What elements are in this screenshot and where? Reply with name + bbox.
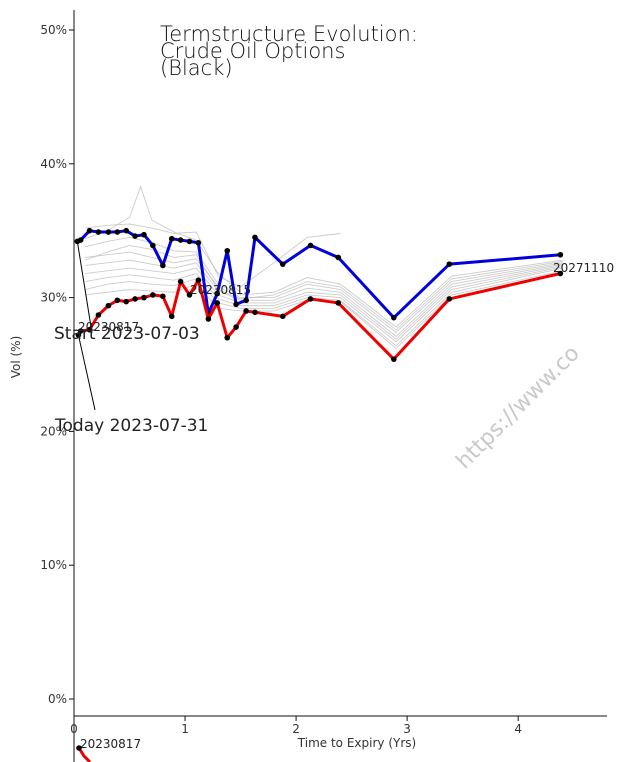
history-line-7 <box>85 223 341 288</box>
today-point <box>123 298 129 305</box>
x-tick-label: 2 <box>292 722 300 736</box>
start-point <box>132 233 138 239</box>
start-point <box>86 227 93 234</box>
y-tick-label: 40% <box>40 157 67 171</box>
contract-label: 20230817 <box>80 737 141 751</box>
title-line-1: Termstructure Evolution: <box>160 22 418 46</box>
today-point <box>279 313 286 320</box>
today-point <box>95 312 102 318</box>
x-tick-label: 4 <box>514 722 522 736</box>
contract-label: 20271110 <box>553 261 614 275</box>
start-leader <box>76 241 93 334</box>
today-annotation: Today 2023-07-31 <box>54 416 208 436</box>
today-point <box>105 302 112 309</box>
history-line-0 <box>84 236 563 328</box>
today-leader <box>77 334 96 411</box>
title-line-2: Crude Oil Options <box>160 39 346 63</box>
contract-label: 20230815 <box>190 283 251 297</box>
start-point <box>243 297 249 304</box>
today-point <box>205 316 212 322</box>
today-point <box>307 296 314 302</box>
start-point <box>224 247 231 254</box>
history-line-8 <box>85 270 563 350</box>
today-point <box>195 277 202 284</box>
start-point <box>195 239 202 246</box>
history-lines <box>84 185 563 350</box>
contract-label: 20230817 <box>78 320 139 334</box>
watermark: https://www.co <box>452 341 585 474</box>
start-point <box>114 229 121 235</box>
start-point <box>168 235 175 242</box>
series-lines <box>74 227 564 362</box>
today-point <box>335 300 342 306</box>
start-point <box>335 254 342 261</box>
chart-title: Termstructure Evolution: Crude Oil Optio… <box>160 22 520 80</box>
today-point <box>224 334 231 341</box>
today-point <box>114 297 121 304</box>
start-point <box>307 242 314 249</box>
y-tick-label: 10% <box>40 558 67 572</box>
start-point <box>446 261 453 267</box>
axes: 0% 10% 20% 30% 40% 50% 0 1 2 3 4 Time to Expiry (Yr… <box>9 10 607 762</box>
start-point <box>391 314 397 321</box>
start-line <box>76 229 561 320</box>
x-axis-label: Time to Expiry (Yrs) <box>297 736 416 750</box>
start-point <box>105 229 112 235</box>
start-point <box>214 290 221 297</box>
start-point <box>141 231 147 238</box>
start-point <box>77 237 84 243</box>
history-line-1 <box>85 251 563 333</box>
start-point <box>123 227 129 234</box>
start-point <box>233 301 239 308</box>
history-line-6 <box>84 185 241 293</box>
today-point <box>177 278 184 285</box>
start-annotation: Start 2023-07-03 <box>54 324 200 344</box>
today-point <box>243 308 249 314</box>
history-line-5 <box>84 267 563 347</box>
offscale-point <box>76 745 82 751</box>
annotations: Start 2023-07-03 Today 2023-07-31 20230817… <box>54 241 614 762</box>
y-axis-label: Vol (%) <box>9 336 23 379</box>
today-point <box>391 356 397 362</box>
y-tick-label: 20% <box>40 424 67 438</box>
history-line-3 <box>85 265 563 340</box>
y-tick-label: 0% <box>48 692 67 706</box>
start-point <box>177 237 184 243</box>
today-point <box>160 293 166 300</box>
today-point <box>233 324 239 330</box>
history-line-2 <box>85 259 563 337</box>
y-tick-label: 30% <box>40 291 67 305</box>
watermark-text: https://www.co <box>452 341 585 474</box>
today-point <box>132 296 138 302</box>
y-tick-label: 50% <box>40 23 67 37</box>
today-point <box>141 294 147 301</box>
history-line-9 <box>84 244 563 331</box>
start-point <box>95 229 102 235</box>
start-point <box>150 242 156 249</box>
today-point <box>557 270 564 277</box>
history-line-4 <box>85 266 563 343</box>
start-point <box>160 262 166 269</box>
today-point <box>168 313 175 320</box>
today-point <box>150 292 156 298</box>
start-point <box>557 251 564 258</box>
today-point <box>252 309 258 316</box>
today-point <box>446 296 453 302</box>
x-tick-label: 0 <box>70 722 78 736</box>
start-point <box>252 234 258 241</box>
today-point <box>186 292 193 298</box>
offscale-fragment <box>77 747 92 762</box>
x-tick-label: 1 <box>181 722 189 736</box>
title-line-3: (Black) <box>160 56 233 80</box>
x-tick-label: 3 <box>403 722 411 736</box>
start-point <box>279 261 286 267</box>
start-point <box>186 238 193 245</box>
today-point <box>77 328 84 334</box>
today-point <box>214 300 221 306</box>
